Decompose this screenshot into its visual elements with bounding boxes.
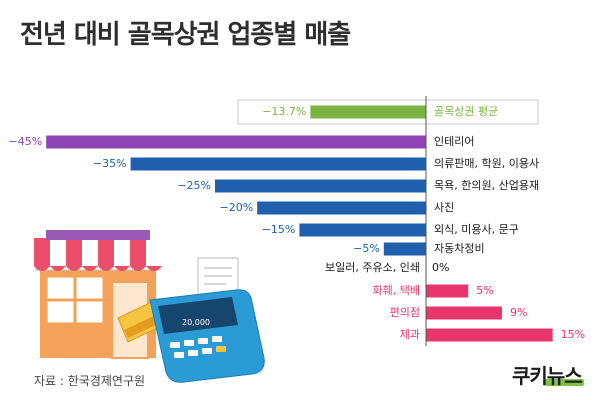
bar	[426, 328, 553, 342]
bar	[46, 135, 426, 149]
bar	[310, 105, 426, 119]
category-label: 목욕, 한의원, 산업용재	[434, 179, 539, 192]
bar	[383, 242, 426, 256]
brand-logo: 쿠키뉴스	[512, 360, 583, 389]
category-label: 보일러, 주유소, 인쇄	[325, 260, 420, 274]
value-label: 0%	[432, 261, 449, 274]
category-label: 화훼, 택배	[373, 284, 420, 297]
value-label: −45%	[9, 135, 43, 148]
value-label: −5%	[353, 242, 380, 255]
bar	[299, 223, 426, 237]
bar	[426, 284, 469, 298]
value-label: −13.7%	[262, 105, 306, 118]
category-label: 외식, 미용사, 문구	[434, 223, 519, 236]
svg-text:20,000: 20,000	[182, 318, 210, 327]
value-label: 15%	[561, 328, 585, 341]
category-label: 의류판매, 학원, 이용사	[434, 157, 539, 170]
bar	[257, 201, 426, 215]
value-label: −15%	[262, 223, 296, 236]
value-label: −25%	[177, 179, 211, 192]
awning	[34, 238, 162, 271]
value-label: −20%	[220, 201, 254, 214]
category-label: 골목상권 평균	[434, 105, 498, 118]
logo-text-2: 뉴스	[546, 364, 583, 388]
category-label: 사진	[434, 201, 454, 214]
value-label: 5%	[476, 284, 493, 297]
chart-title: 전년 대비 골목상권 업종별 매출	[20, 20, 351, 50]
value-label: 9%	[510, 306, 527, 319]
logo-text-1: 쿠키	[512, 364, 548, 388]
source-note: 자료 : 한국경제연구원	[34, 374, 146, 388]
value-label: −35%	[93, 157, 127, 170]
bars-layer: −13.7% 골목상권 평균 −45% 인테리어 −35% 의류판매, 학원, 이용사 −2…	[9, 96, 585, 346]
bar	[426, 306, 502, 320]
category-label: 인테리어	[434, 135, 474, 148]
bar	[215, 179, 426, 193]
store-illustration: 20,000	[34, 230, 265, 383]
category-label: 제과	[400, 328, 420, 341]
category-label: 자동차정비	[434, 242, 485, 255]
category-label: 편의점	[390, 306, 420, 319]
bar	[130, 157, 426, 171]
